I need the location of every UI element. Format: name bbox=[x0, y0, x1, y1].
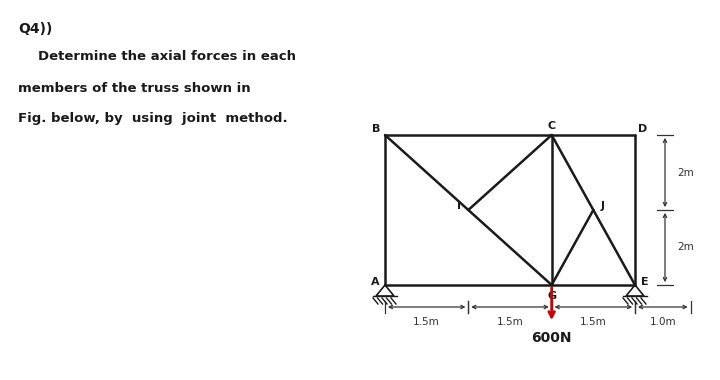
Text: C: C bbox=[548, 121, 556, 131]
Text: 600N: 600N bbox=[531, 331, 572, 345]
Text: A: A bbox=[371, 277, 379, 287]
Text: 1.0m: 1.0m bbox=[649, 317, 676, 327]
Text: Determine the axial forces in each: Determine the axial forces in each bbox=[38, 50, 296, 63]
Text: 1.5m: 1.5m bbox=[497, 317, 523, 327]
Text: Q4)): Q4)) bbox=[18, 22, 53, 36]
Text: E: E bbox=[642, 277, 649, 287]
Text: G: G bbox=[547, 291, 557, 301]
Text: B: B bbox=[372, 124, 380, 134]
Text: 2m: 2m bbox=[677, 242, 694, 252]
Text: 1.5m: 1.5m bbox=[580, 317, 607, 327]
Text: D: D bbox=[639, 124, 647, 134]
Text: J: J bbox=[600, 201, 604, 211]
Text: members of the truss shown in: members of the truss shown in bbox=[18, 82, 251, 95]
Text: Fig. below, by  using  joint  method.: Fig. below, by using joint method. bbox=[18, 112, 287, 125]
Text: 2m: 2m bbox=[677, 168, 694, 177]
Text: 1.5m: 1.5m bbox=[413, 317, 440, 327]
Text: I: I bbox=[457, 201, 462, 211]
